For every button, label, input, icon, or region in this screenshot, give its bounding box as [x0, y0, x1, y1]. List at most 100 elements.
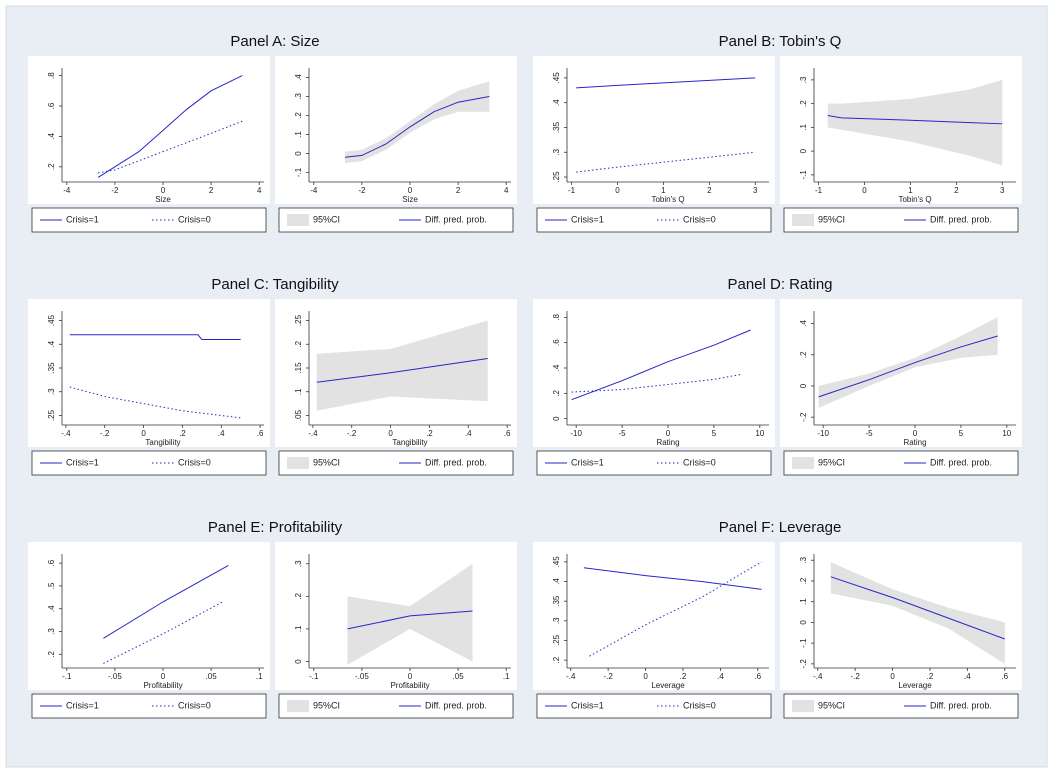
- legend-label: Crisis=0: [178, 700, 211, 710]
- legend-label: 95%CI: [313, 457, 340, 467]
- y-tick-label: -.1: [294, 167, 303, 177]
- y-tick-label: .2: [799, 577, 808, 584]
- y-tick-label: .6: [47, 102, 56, 109]
- series-line: [347, 610, 473, 630]
- chart-background: [533, 299, 775, 447]
- ci-band: [818, 317, 998, 408]
- x-tick-label: .4: [964, 672, 971, 681]
- x-tick-label: .2: [927, 672, 934, 681]
- legend-box: [536, 693, 772, 719]
- x-tick-label: .05: [453, 672, 465, 681]
- legend-label: Crisis=1: [66, 457, 99, 467]
- x-tick-label: .4: [465, 429, 472, 438]
- chart-background: [28, 56, 270, 204]
- legend-box: [536, 450, 772, 476]
- x-axis-label: Rating: [903, 438, 926, 447]
- series-line: [830, 576, 1005, 640]
- y-tick-label: .1: [294, 131, 303, 138]
- x-tick-label: 4: [504, 186, 509, 195]
- y-tick-label: .1: [294, 625, 303, 632]
- x-axis-label: Size: [155, 195, 171, 204]
- x-tick-label: -.1: [62, 672, 72, 681]
- legend-label: Diff. pred. prob.: [425, 700, 487, 710]
- y-tick-label: .2: [294, 340, 303, 347]
- legend-box: [536, 207, 772, 233]
- panel-title: Panel B: Tobin's Q: [719, 33, 842, 50]
- x-tick-label: -.1: [309, 672, 319, 681]
- legend-label: Crisis=0: [178, 214, 211, 224]
- y-tick-label: .3: [47, 388, 56, 395]
- y-tick-label: .2: [47, 163, 56, 170]
- legend-box: [783, 693, 1019, 719]
- x-axis-label: Size: [402, 195, 418, 204]
- y-tick-label: .2: [294, 592, 303, 599]
- series-line: [345, 96, 490, 158]
- series-line: [827, 115, 1003, 125]
- x-tick-label: 10: [755, 429, 764, 438]
- legend-box: [278, 207, 514, 233]
- legend-swatch: [287, 214, 309, 226]
- legend-label: 95%CI: [818, 700, 845, 710]
- series-line: [576, 151, 756, 173]
- y-tick-label: .8: [47, 72, 56, 79]
- x-tick-label: -1: [815, 186, 823, 195]
- x-axis-label: Profitability: [390, 681, 429, 690]
- legend-box: [783, 450, 1019, 476]
- legend-swatch: [792, 457, 814, 469]
- legend-swatch: [792, 214, 814, 226]
- y-tick-label: .1: [799, 123, 808, 130]
- panel-title: Panel C: Tangibility: [211, 276, 339, 293]
- legend-label: Diff. pred. prob.: [930, 457, 992, 467]
- series-line: [589, 561, 762, 657]
- series-line: [571, 373, 742, 393]
- x-tick-label: .4: [218, 429, 225, 438]
- x-tick-label: 2: [209, 186, 214, 195]
- y-tick-label: .4: [552, 578, 561, 585]
- x-tick-label: -.4: [308, 429, 318, 438]
- legend-label: Crisis=1: [66, 700, 99, 710]
- x-tick-label: 1: [908, 186, 913, 195]
- x-tick-label: 0: [161, 186, 166, 195]
- legend-label: Crisis=1: [66, 214, 99, 224]
- x-axis-label: Tobin's Q: [898, 195, 931, 204]
- legend-label: 95%CI: [818, 457, 845, 467]
- x-tick-label: 10: [1002, 429, 1011, 438]
- y-tick-label: .25: [47, 409, 56, 421]
- y-tick-label: .35: [552, 595, 561, 607]
- legend-label: Crisis=1: [571, 457, 604, 467]
- y-tick-label: .2: [552, 656, 561, 663]
- y-tick-label: .8: [552, 313, 561, 320]
- y-tick-label: .25: [552, 634, 561, 646]
- y-tick-label: .45: [47, 314, 56, 326]
- x-tick-label: -.2: [603, 672, 613, 681]
- legend-label: Crisis=0: [683, 214, 716, 224]
- y-tick-label: .35: [552, 121, 561, 133]
- y-tick-label: .2: [552, 389, 561, 396]
- y-tick-label: .25: [294, 314, 303, 326]
- legend-label: Crisis=0: [683, 700, 716, 710]
- x-axis-label: Profitability: [143, 681, 182, 690]
- legend-label: 95%CI: [313, 214, 340, 224]
- legend-box: [31, 207, 267, 233]
- series-line: [316, 358, 488, 383]
- legend-swatch: [287, 700, 309, 712]
- y-tick-label: .2: [799, 100, 808, 107]
- y-tick-label: .25: [552, 171, 561, 183]
- x-tick-label: 4: [257, 186, 262, 195]
- x-tick-label: 0: [643, 672, 648, 681]
- x-tick-label: .6: [504, 429, 511, 438]
- x-tick-label: 2: [456, 186, 461, 195]
- x-tick-label: -.4: [813, 672, 823, 681]
- y-tick-label: .4: [47, 605, 56, 612]
- series-line: [576, 77, 756, 89]
- x-tick-label: 5: [959, 429, 964, 438]
- x-tick-label: .05: [206, 672, 218, 681]
- y-tick-label: .4: [47, 133, 56, 140]
- y-tick-label: 0: [294, 659, 303, 664]
- x-axis-label: Tobin's Q: [651, 195, 684, 204]
- legend-label: Diff. pred. prob.: [930, 214, 992, 224]
- x-tick-label: 0: [408, 672, 413, 681]
- x-tick-label: 0: [388, 429, 393, 438]
- legend-label: Crisis=1: [571, 700, 604, 710]
